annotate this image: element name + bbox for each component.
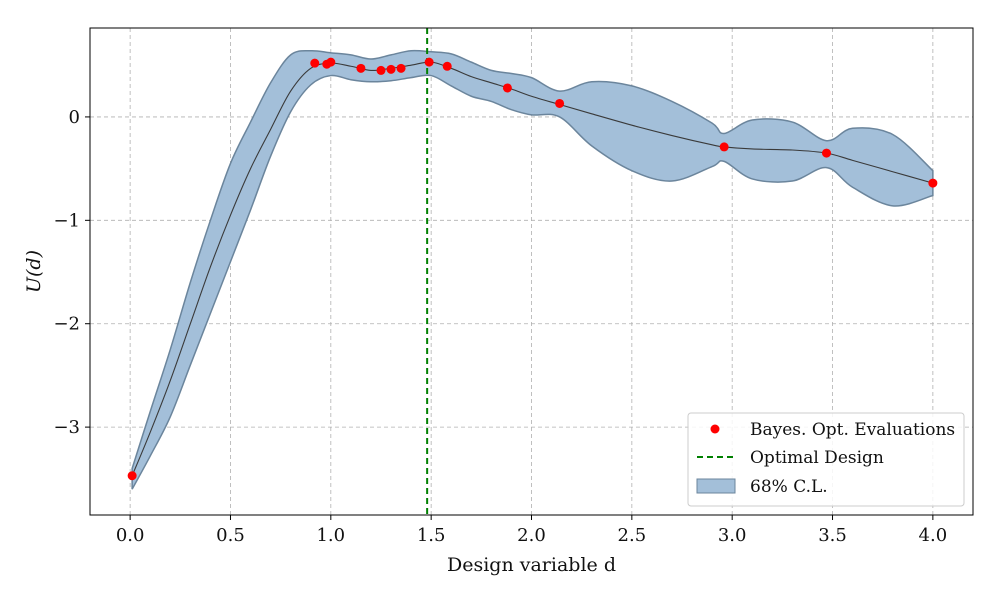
legend-label-band: 68% C.L. [750, 477, 828, 497]
evaluation-point [356, 63, 366, 73]
evaluation-point [555, 98, 565, 108]
legend-label-optimal: Optimal Design [750, 448, 884, 468]
legend-box [687, 412, 965, 507]
x-axis-label: Design variable d [447, 554, 616, 576]
x-tick-label: 1.0 [316, 525, 345, 546]
x-tick-label: 4.0 [919, 525, 948, 546]
x-axis-ticks: 0.0 0.5 1.0 1.5 2.0 2.5 3.0 3.5 4.0 [116, 515, 947, 546]
evaluation-point [396, 63, 406, 73]
confidence-band [131, 49, 934, 490]
mean-curve [131, 61, 934, 476]
y-axis-ticks: 0 −1 −2 −3 [53, 107, 90, 438]
evaluation-point [376, 65, 386, 75]
x-tick-label: 2.0 [517, 525, 546, 546]
x-tick-label: 3.0 [718, 525, 747, 546]
evaluation-point [502, 83, 512, 93]
legend: Bayes. Opt. Evaluations Optimal Design 6… [687, 412, 965, 507]
legend-label-evaluations: Bayes. Opt. Evaluations [750, 420, 955, 440]
x-tick-label: 0.5 [216, 525, 245, 546]
y-tick-label: −2 [53, 314, 80, 335]
evaluation-point [928, 178, 938, 188]
evaluation-point [127, 471, 137, 481]
x-tick-label: 1.5 [417, 525, 446, 546]
evaluation-point [719, 142, 729, 152]
y-axis-label: U(d) [23, 250, 45, 293]
evaluation-point [326, 57, 336, 67]
y-tick-label: 0 [69, 107, 80, 128]
legend-marker-evaluations [710, 424, 720, 434]
evaluation-point [822, 148, 832, 158]
legend-marker-band [696, 478, 736, 494]
y-tick-label: −3 [53, 417, 80, 438]
evaluation-point [386, 64, 396, 74]
evaluation-point [424, 57, 434, 67]
x-tick-label: 2.5 [618, 525, 647, 546]
mean-curve-layer [131, 61, 934, 476]
confidence-band-layer [131, 49, 934, 490]
evaluation-point [442, 61, 452, 71]
evaluation-points-layer [127, 57, 938, 481]
evaluation-point [310, 58, 320, 68]
x-tick-label: 3.5 [818, 525, 847, 546]
x-tick-label: 0.0 [116, 525, 145, 546]
y-tick-label: −1 [53, 210, 80, 231]
